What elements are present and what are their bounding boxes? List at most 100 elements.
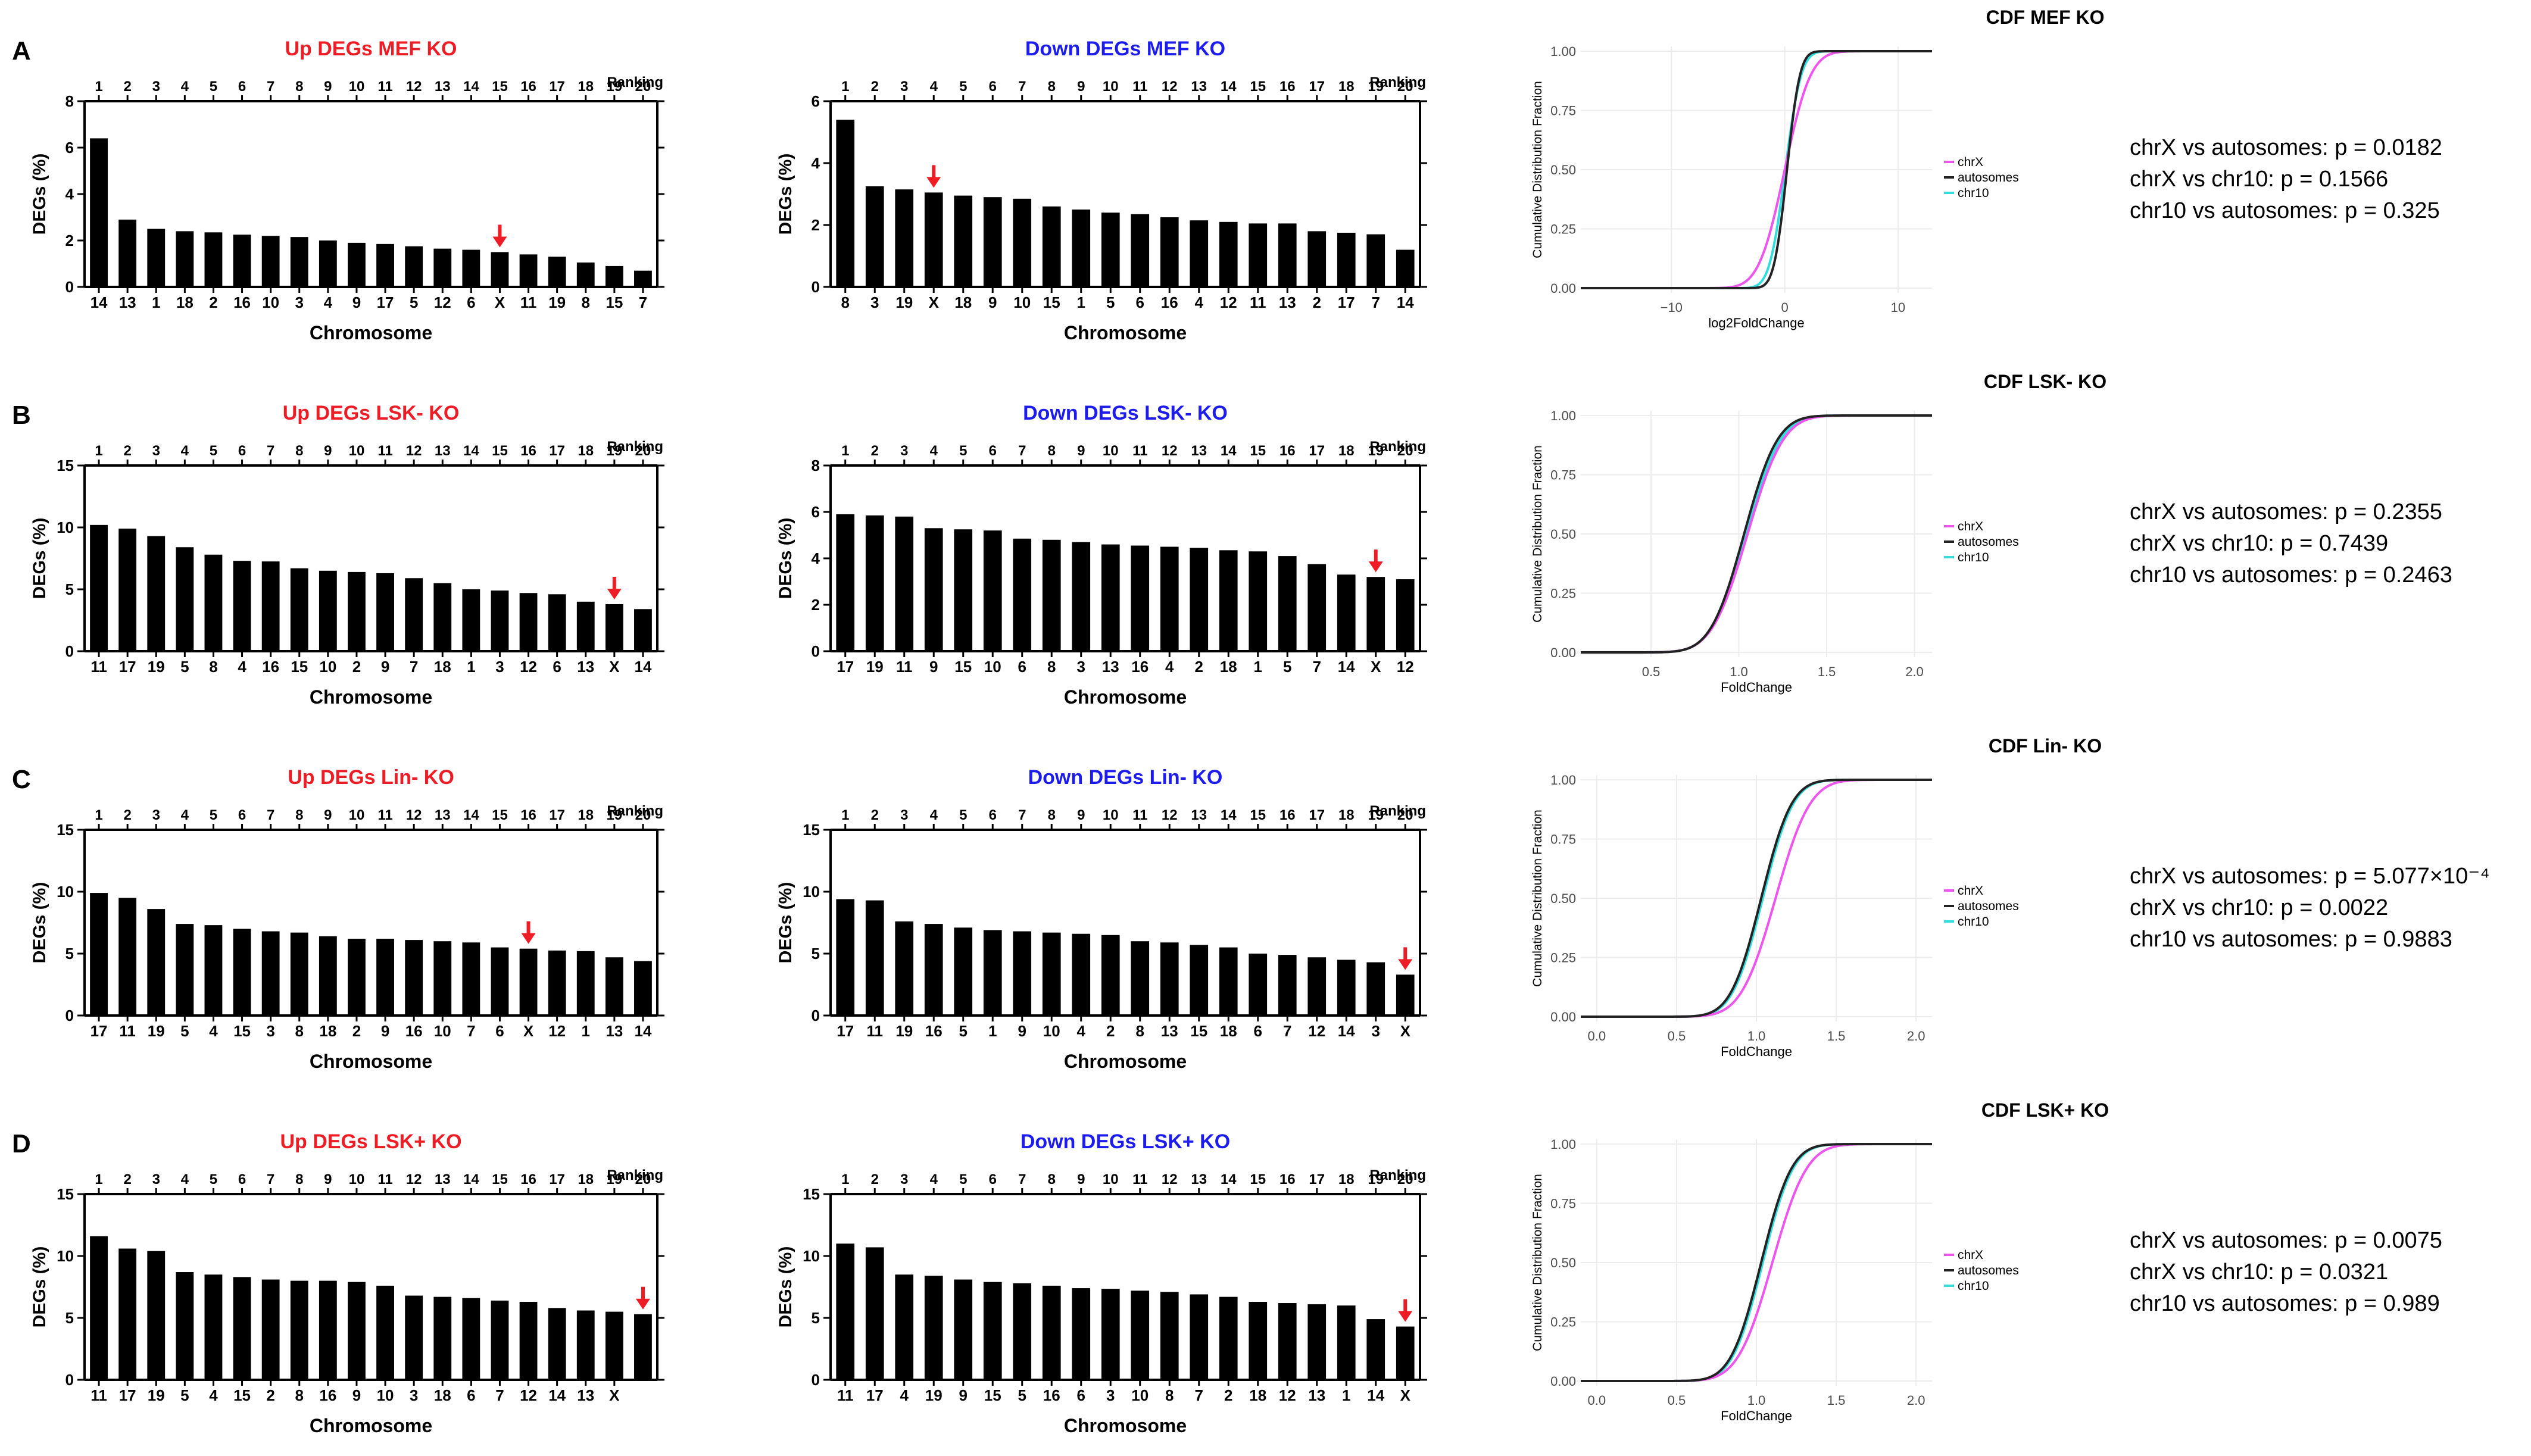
bar (519, 948, 538, 1016)
x-tick-label: 16 (233, 293, 251, 311)
ranking-tick-label: 4 (930, 443, 938, 459)
bar (433, 1296, 452, 1380)
cdf-title: CDF LSK- KO (1984, 371, 2106, 392)
ranking-tick-label: 17 (549, 1171, 565, 1188)
ranking-tick-label: 15 (1250, 807, 1266, 823)
x-tick-label: 19 (148, 1022, 165, 1040)
bar (865, 900, 884, 1016)
ranking-tick-label: 7 (267, 79, 274, 95)
x-tick-label: 8 (1136, 1022, 1144, 1040)
x-tick-label: 10 (984, 658, 1001, 676)
ranking-tick-label: 18 (578, 807, 594, 823)
ranking-tick-label: 16 (520, 1171, 536, 1188)
bar (290, 1280, 308, 1380)
ranking-tick-label: 5 (210, 807, 217, 823)
cdf-y-tick-label: 0.00 (1550, 1010, 1576, 1024)
bar (1013, 931, 1032, 1016)
ranking-tick-label: 20 (1397, 1171, 1413, 1188)
x-tick-label: 13 (606, 1022, 623, 1040)
x-tick-label: 8 (295, 1386, 304, 1404)
x-tick-label: 7 (1283, 1022, 1291, 1040)
bar (462, 589, 480, 651)
red-arrow-icon (492, 236, 507, 248)
bar (176, 1272, 194, 1380)
ranking-tick-label: 1 (841, 807, 849, 823)
ranking-tick-label: 13 (1191, 79, 1207, 95)
ranking-tick-label: 5 (959, 1171, 967, 1188)
bar (1278, 1303, 1297, 1380)
cdf-chart-2: CDF Lin- KO 0.00 0.25 0.50 0.75 1.00 0.0 0.5 1.0… (1531, 735, 2102, 1059)
bar (261, 1279, 280, 1380)
bar (491, 947, 509, 1016)
x-tick-label: 14 (1397, 293, 1414, 311)
y-tick-label: 5 (812, 945, 820, 963)
legend-label: chr10 (1958, 551, 1989, 564)
bar (118, 898, 137, 1016)
ranking-tick-label: 15 (1250, 443, 1266, 459)
bar (519, 1301, 538, 1380)
cdf-x-tick-label: 2.0 (1907, 1393, 1925, 1408)
x-tick-label: 6 (553, 658, 561, 676)
pvalue-text: chrX vs chr10: p = 0.7439 (2130, 531, 2388, 556)
cdf-x-tick-label: 1.5 (1827, 1029, 1846, 1043)
ranking-tick-label: 7 (1018, 79, 1026, 95)
bar (376, 573, 394, 651)
ranking-tick-label: 9 (1077, 807, 1085, 823)
bar (1219, 1296, 1238, 1380)
x-tick-label: 3 (1372, 1022, 1380, 1040)
ranking-tick-label: 4 (930, 807, 938, 823)
bar (1190, 945, 1209, 1016)
x-tick-label: 6 (1136, 293, 1144, 311)
cdf-title: CDF MEF KO (1986, 7, 2104, 28)
up-chart-title: Up DEGs LSK- KO (283, 402, 460, 424)
ranking-tick-label: 15 (492, 1171, 508, 1188)
ranking-tick-label: 16 (1279, 443, 1296, 459)
y-tick-label: 15 (803, 1185, 820, 1203)
cdf-y-tick-label: 0.00 (1550, 645, 1576, 660)
ranking-tick-label: 3 (152, 807, 160, 823)
x-tick-label: 16 (1161, 293, 1178, 311)
bar (1013, 538, 1032, 651)
bar (634, 270, 652, 287)
ranking-tick-label: 13 (1191, 1171, 1207, 1188)
ranking-tick-label: 2 (123, 1171, 131, 1188)
bar (147, 536, 166, 651)
bar (576, 601, 595, 651)
cdf-title: CDF Lin- KO (1989, 735, 2102, 757)
x-tick-label: 11 (1250, 293, 1266, 311)
y-tick-label: 0 (65, 278, 74, 296)
bar (954, 195, 973, 287)
x-tick-label: 2 (1313, 293, 1321, 311)
x-tick-label: 3 (495, 658, 504, 676)
bar (1396, 974, 1415, 1016)
legend-label: chrX (1958, 155, 1983, 169)
ranking-tick-label: 11 (377, 1171, 392, 1188)
bar (983, 530, 1002, 651)
ranking-tick-label: 18 (1338, 79, 1355, 95)
bar (1366, 234, 1385, 287)
ranking-tick-label: 8 (1048, 443, 1056, 459)
bar (1072, 1288, 1091, 1380)
ranking-tick-label: 4 (181, 443, 189, 459)
bar (1249, 1301, 1268, 1380)
x-tick-label: 19 (895, 293, 913, 311)
bar (147, 1251, 166, 1380)
ranking-tick-label: 20 (1397, 79, 1413, 95)
x-tick-label: 4 (209, 1386, 218, 1404)
y-axis-label: DEGs (%) (30, 882, 49, 964)
x-tick-label: 7 (495, 1386, 504, 1404)
cdf-y-tick-label: 1.00 (1550, 1137, 1576, 1152)
bar (895, 1274, 914, 1380)
ranking-tick-label: 6 (989, 79, 997, 95)
x-tick-label: 8 (582, 293, 590, 311)
ranking-tick-label: 11 (1132, 443, 1147, 459)
bar (865, 1247, 884, 1380)
ranking-tick-label: 19 (606, 1171, 622, 1188)
x-axis-label: Chromosome (1064, 322, 1187, 343)
ranking-tick-label: 7 (1018, 443, 1026, 459)
ranking-tick-label: 10 (349, 79, 365, 95)
y-tick-label: 0 (65, 1007, 74, 1024)
bar (176, 231, 194, 287)
bar (576, 1310, 595, 1380)
